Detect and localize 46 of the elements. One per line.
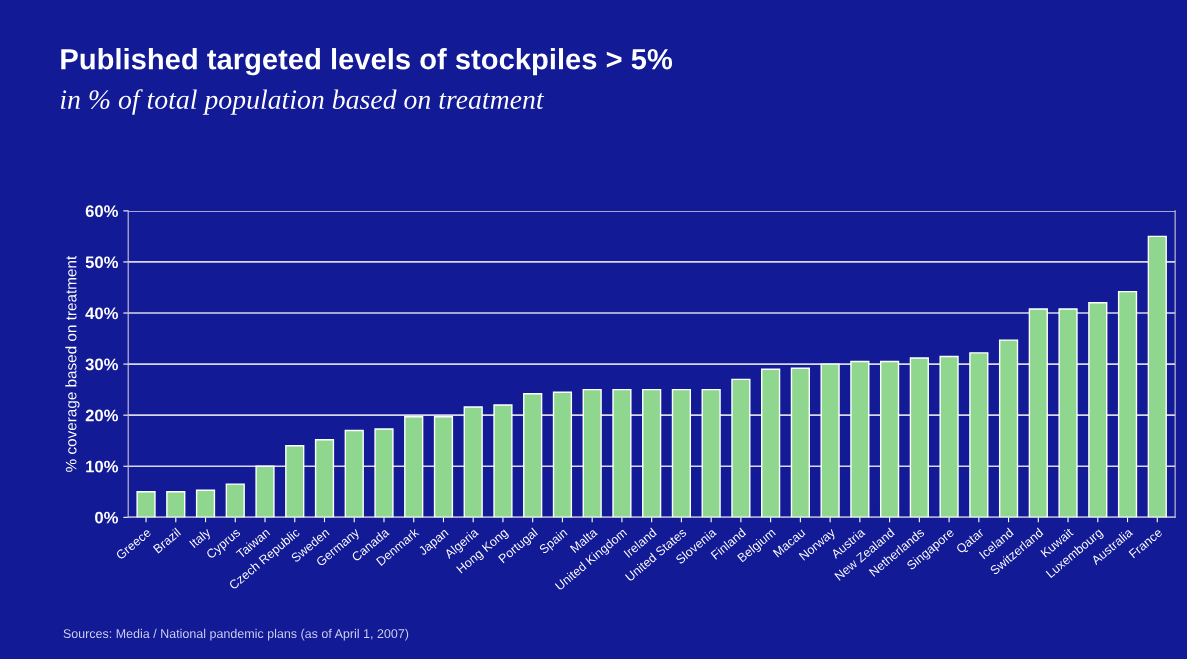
bar (1058, 308, 1078, 518)
source-note: Sources: Media / National pandemic plans (as of April 1, 2007) (63, 628, 409, 641)
bar (909, 357, 929, 518)
bar (820, 363, 840, 518)
y-tick-label: 0% (95, 511, 119, 524)
bar (701, 388, 721, 518)
bar (552, 391, 573, 518)
bar (166, 491, 186, 518)
y-tick-label: 50% (85, 256, 119, 269)
bar (344, 429, 364, 518)
bar (850, 360, 870, 518)
bar (255, 465, 275, 518)
bar (136, 491, 156, 518)
bar (642, 388, 662, 518)
bar (463, 406, 483, 518)
bar (433, 416, 454, 518)
y-tick-label: 60% (85, 205, 119, 218)
bar (612, 388, 632, 518)
bar (1117, 290, 1138, 518)
y-tick-label: 10% (86, 460, 119, 473)
bar (374, 428, 394, 518)
bar (761, 368, 781, 518)
bar (1147, 235, 1167, 518)
bar (1028, 308, 1048, 518)
bar (582, 388, 602, 518)
bar (879, 360, 900, 518)
bar (523, 393, 543, 518)
bar (790, 367, 810, 518)
bar (969, 352, 989, 518)
chart-title: Published targeted levels of stockpiles > 5% (61, 48, 673, 76)
bar (1088, 302, 1108, 518)
y-axis-title: % coverage based on treatment (65, 255, 80, 472)
bar (998, 339, 1019, 518)
bar (195, 489, 216, 518)
bar (404, 416, 424, 518)
y-tick-label: 40% (85, 307, 119, 320)
bar (731, 378, 751, 518)
bar (314, 438, 335, 518)
chart-subtitle: in % of total population based on treatment (60, 89, 545, 115)
y-tick-label: 30% (85, 358, 119, 371)
bar (225, 483, 245, 518)
bar (939, 355, 959, 518)
bar (493, 404, 513, 518)
bar (671, 388, 692, 518)
y-tick-label: 20% (85, 409, 119, 422)
bar (285, 445, 305, 518)
